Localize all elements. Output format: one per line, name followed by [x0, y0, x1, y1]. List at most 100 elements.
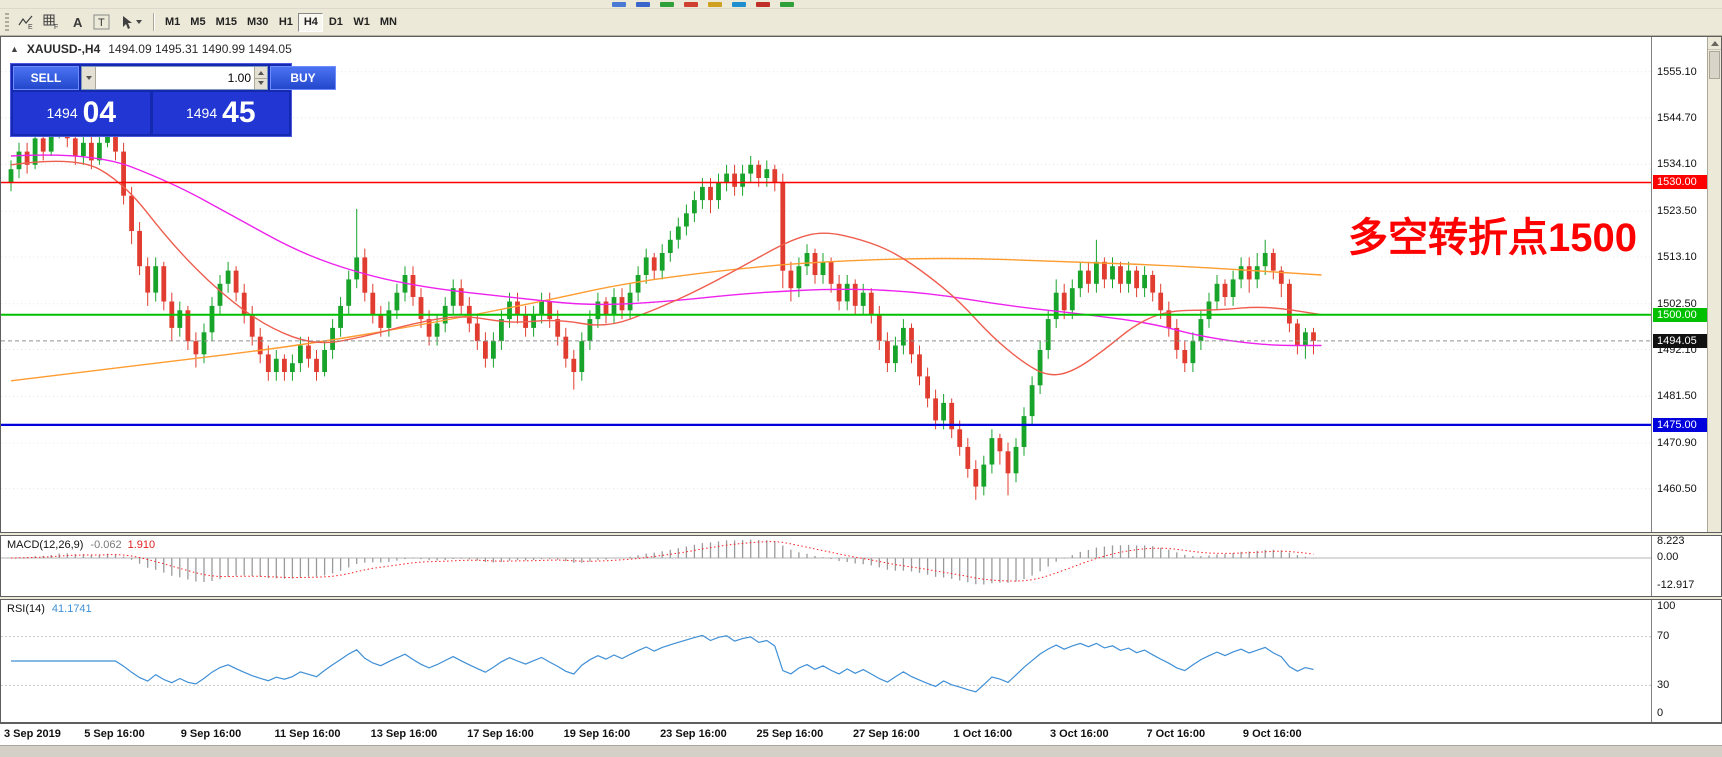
chart-annotation-text: 多空转折点1500 — [1348, 216, 1637, 260]
time-axis-label: 9 Oct 16:00 — [1242, 728, 1302, 740]
time-axis-label: 3 Sep 2019 — [4, 728, 61, 740]
price-axis-tick: 1534.10 — [1657, 158, 1697, 171]
price-level-badge: 1500.00 — [1653, 307, 1708, 322]
sell-price-display[interactable]: 1494 04 — [13, 92, 150, 134]
time-axis-label: 11 Sep 16:00 — [274, 728, 341, 740]
text-a-tool-button[interactable]: A — [64, 12, 89, 33]
time-axis[interactable]: 3 Sep 2019 5 Sep 16:00 9 Sep 16:00 11 Sep 1… — [0, 723, 1722, 745]
macd-axis[interactable]: 8.223 0.00 -12.917 — [1651, 535, 1721, 596]
chevron-down-icon — [85, 75, 92, 83]
price-chart-plot[interactable]: ▲ XAUUSD-,H4 1494.09 1495.31 1490.99 149… — [1, 37, 1651, 532]
macd-plot[interactable]: MACD(12,26,9) -0.062 1.910 — [1, 536, 1651, 596]
grid-tool-button[interactable]: F — [39, 12, 64, 33]
time-axis-label: 5 Sep 16:00 — [84, 728, 145, 740]
price-axis-tick: 1555.10 — [1657, 65, 1697, 78]
volume-input[interactable] — [96, 67, 254, 89]
price-level-badge: 1530.00 — [1653, 175, 1708, 190]
sell-button[interactable]: SELL — [13, 66, 79, 90]
timeframe-mn-button[interactable]: MN — [375, 13, 402, 32]
scroll-up-button[interactable] — [1708, 37, 1721, 50]
cropped-icon — [756, 2, 770, 7]
svg-text:A: A — [73, 15, 83, 30]
price-axis-tick: 1544.70 — [1657, 111, 1697, 124]
vertical-scrollbar[interactable] — [1707, 37, 1721, 532]
toolbar: E F A T M1 M5 M — [0, 9, 1722, 36]
rsi-label: RSI(14) 41.1741 — [7, 603, 92, 615]
price-axis-tick: 1513.10 — [1657, 250, 1697, 263]
cropped-icon — [636, 2, 650, 7]
zigzag-tool-button[interactable]: E — [14, 12, 39, 33]
cropped-icon — [612, 2, 626, 7]
cursor-tool-button[interactable] — [114, 12, 148, 33]
cropped-icon — [732, 2, 746, 7]
timeframe-w1-button[interactable]: W1 — [348, 13, 375, 32]
cropped-icon — [684, 2, 698, 7]
toolbar-separator — [153, 13, 155, 31]
buy-price-pips: 45 — [222, 96, 256, 129]
timeframe-h1-button[interactable]: H1 — [273, 13, 298, 32]
macd-label: MACD(12,26,9) -0.062 1.910 — [7, 539, 156, 551]
time-axis-label: 7 Oct 16:00 — [1146, 728, 1206, 740]
panel-splitter[interactable] — [0, 533, 1722, 535]
arrow-down-icon — [258, 81, 264, 88]
rsi-axis-tick: 0 — [1657, 707, 1664, 719]
time-axis-label: 23 Sep 16:00 — [660, 728, 727, 740]
timeframe-h4-button[interactable]: H4 — [298, 12, 324, 32]
svg-text:T: T — [98, 17, 105, 29]
sell-price-main: 1494 — [46, 105, 78, 121]
volume-dropdown-button[interactable] — [82, 67, 96, 89]
timeframe-m30-button[interactable]: M30 — [242, 13, 273, 32]
rsi-axis-tick: 30 — [1657, 679, 1670, 691]
time-axis-label: 17 Sep 16:00 — [467, 728, 534, 740]
text-t-icon: T — [93, 14, 109, 30]
rsi-plot[interactable]: RSI(14) 41.1741 — [1, 600, 1651, 722]
svg-text:E: E — [28, 24, 33, 30]
time-axis-label: 13 Sep 16:00 — [370, 728, 438, 740]
cropped-toolbar-row — [0, 0, 1722, 9]
one-click-collapse-icon[interactable]: ▲ — [10, 44, 19, 54]
price-axis-tick: 1470.90 — [1657, 436, 1697, 449]
grid-icon: F — [43, 14, 58, 30]
macd-panel: MACD(12,26,9) -0.062 1.910 8.223 0.00 -12.… — [0, 535, 1722, 597]
timeframe-d1-button[interactable]: D1 — [323, 13, 348, 32]
timeframe-m15-button[interactable]: M15 — [211, 13, 242, 32]
cursor-icon — [123, 15, 132, 29]
rsi-axis-tick: 70 — [1657, 630, 1670, 642]
cropped-icon — [780, 2, 794, 7]
candlestick-chart — [1, 71, 1651, 500]
timeframe-m5-button[interactable]: M5 — [185, 13, 210, 32]
rsi-panel: RSI(14) 41.1741 100 70 30 0 — [0, 599, 1722, 723]
rsi-axis[interactable]: 100 70 30 0 — [1651, 600, 1721, 722]
volume-control — [81, 66, 268, 90]
buy-price-main: 1494 — [185, 105, 218, 121]
scrollbar-thumb[interactable] — [1709, 51, 1720, 79]
buy-button[interactable]: BUY — [270, 66, 336, 90]
price-axis-tick: 1523.50 — [1657, 205, 1697, 218]
arrow-up-icon — [258, 68, 264, 75]
rsi-chart — [1, 634, 1651, 693]
cropped-icon — [708, 2, 722, 7]
volume-up-button[interactable] — [255, 67, 267, 78]
zigzag-icon: E — [18, 15, 33, 30]
ohlc-values: 1494.09 1495.31 1490.99 1494.05 — [108, 42, 292, 56]
cropped-icon — [660, 2, 674, 7]
sell-price-pips: 04 — [82, 96, 117, 129]
toolbar-grip[interactable] — [5, 13, 9, 31]
price-level-badge: 1475.00 — [1653, 417, 1708, 432]
price-axis-tick: 1502.50 — [1657, 297, 1697, 310]
horizontal-scrollbar[interactable] — [0, 745, 1722, 757]
arrow-up-icon — [1710, 37, 1719, 46]
time-axis-label: 3 Oct 16:00 — [1049, 728, 1109, 740]
one-click-trading-panel: SELL BUY 1494 04 — [10, 63, 336, 137]
text-a-icon: A — [73, 15, 83, 30]
volume-down-button[interactable] — [255, 77, 267, 89]
buy-price-display[interactable]: 1494 45 — [152, 92, 289, 134]
rsi-value: 41.1741 — [51, 603, 92, 615]
panel-splitter[interactable] — [0, 597, 1722, 599]
text-t-tool-button[interactable]: T — [89, 12, 114, 33]
symbol-name: XAUUSD-,H4 — [26, 42, 101, 56]
time-axis-label: 27 Sep 16:00 — [853, 728, 920, 740]
timeframe-m1-button[interactable]: M1 — [160, 13, 185, 32]
time-axis-label: 1 Oct 16:00 — [953, 728, 1013, 740]
macd-axis-tick: 8.223 — [1657, 535, 1685, 547]
